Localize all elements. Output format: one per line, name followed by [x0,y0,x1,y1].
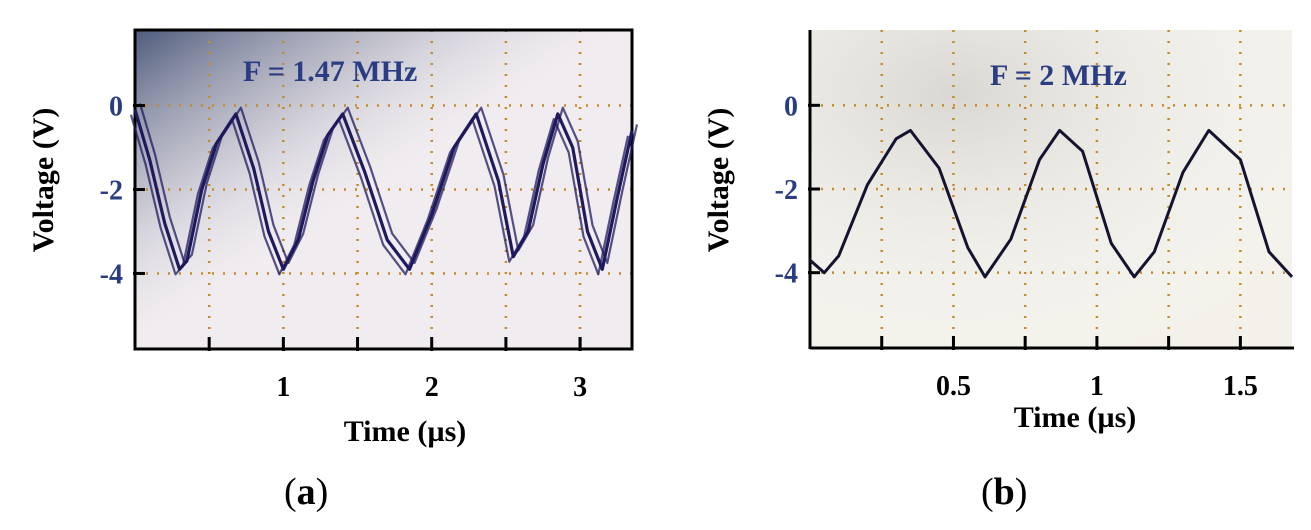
y-axis-title: Voltage (V) [702,108,735,253]
panel-b-label: (b) [981,471,1028,513]
axis-ticks: 1 2 3 0 -2 -4 [100,92,587,403]
frequency-annotation: F = 1.47 MHz [243,55,417,88]
panel-a-chart: 1 2 3 0 -2 -4 F = 1.47 MHz Time (µs) Voltage … [27,28,639,448]
trace-line-overlay [129,114,630,276]
y-tick-label: -2 [775,175,798,206]
x-tick-label: 1 [276,372,290,403]
grid-lines [810,30,1292,348]
x-tick-label: 3 [573,372,587,403]
y-tick-label: 0 [784,91,798,122]
trace-line [133,109,634,271]
x-axis-title: Time (µs) [1014,401,1137,434]
panel-b-chart: 0.5 1 1.5 0 -2 -4 F = 2 MHz Time (µs) Voltage… [702,30,1294,434]
waveform-trace [129,103,639,276]
grid-lines [135,30,632,349]
axis-ticks: 0.5 1 1.5 0 -2 -4 [775,91,1258,402]
x-tick-label: 2 [425,372,439,403]
frequency-annotation: F = 2 MHz [990,59,1127,92]
screen-shading [135,30,632,349]
x-tick-label: 1.5 [1223,371,1258,402]
y-tick-label: -4 [100,259,123,290]
y-tick-label: 0 [109,92,123,123]
x-tick-label: 1 [1090,371,1104,402]
trace-line-overlay [138,103,639,265]
y-axis-title: Voltage (V) [27,108,60,253]
y-tick-label: -4 [775,259,798,290]
panel-a-label: (a) [284,471,329,513]
waveform-trace [809,128,1294,279]
trace-line [809,128,1294,279]
x-axis-title: Time (µs) [344,415,467,448]
y-tick-label: -2 [100,176,123,207]
x-tick-label: 0.5 [936,371,971,402]
screen-shading [810,30,1292,348]
